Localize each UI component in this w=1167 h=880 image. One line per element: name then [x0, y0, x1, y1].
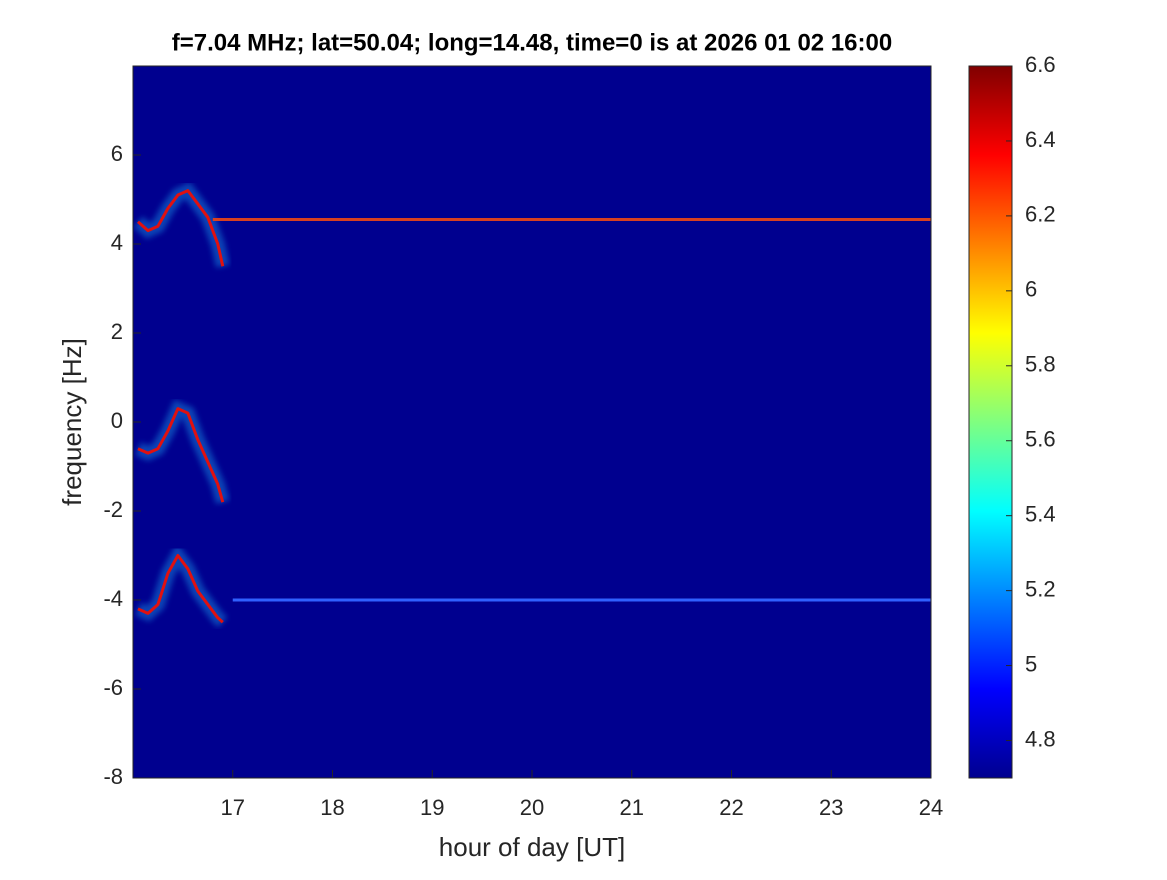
- colorbar-tick-label: 5.2: [1025, 576, 1056, 601]
- trace: [137, 554, 224, 624]
- y-tick-label: -2: [103, 497, 123, 522]
- x-tick-label: 19: [420, 795, 444, 820]
- y-tick-label: 4: [111, 230, 123, 255]
- trace: [136, 189, 225, 267]
- x-tick-label: 17: [221, 795, 245, 820]
- y-tick-label: -6: [103, 675, 123, 700]
- colorbar-tick-label: 5: [1025, 651, 1037, 676]
- colorbar: [968, 65, 1013, 779]
- colorbar-tick-label: 6.6: [1025, 52, 1056, 77]
- colorbar-tick-label: 6.4: [1025, 127, 1056, 152]
- colorbar-tick-label: 5.4: [1025, 501, 1056, 526]
- trace: [137, 407, 225, 503]
- colorbar-tick-label: 5.6: [1025, 427, 1056, 452]
- y-tick-label: 6: [111, 141, 123, 166]
- colorbar-tick-label: 6.2: [1025, 202, 1056, 227]
- x-tick-label: 21: [620, 795, 644, 820]
- x-tick-label: 22: [719, 795, 743, 820]
- y-tick-label: -8: [103, 764, 123, 789]
- x-tick-label: 23: [819, 795, 843, 820]
- chart-title: f=7.04 MHz; lat=50.04; long=14.48, time=…: [172, 29, 892, 56]
- x-tick-label: 18: [320, 795, 344, 820]
- x-tick-label: 20: [520, 795, 544, 820]
- traces: [133, 181, 931, 628]
- y-tick-label: 2: [111, 319, 123, 344]
- colorbar-tick-label: 4.8: [1025, 726, 1056, 751]
- colorbar-tick-label: 5.8: [1025, 352, 1056, 377]
- plot-background: [133, 66, 931, 778]
- x-axis-label: hour of day [UT]: [439, 832, 625, 862]
- y-tick-label: -4: [103, 586, 123, 611]
- y-axis-label: frequency [Hz]: [57, 338, 87, 506]
- x-tick-label: 24: [919, 795, 943, 820]
- y-tick-label: 0: [111, 408, 123, 433]
- colorbar-tick-label: 6: [1025, 277, 1037, 302]
